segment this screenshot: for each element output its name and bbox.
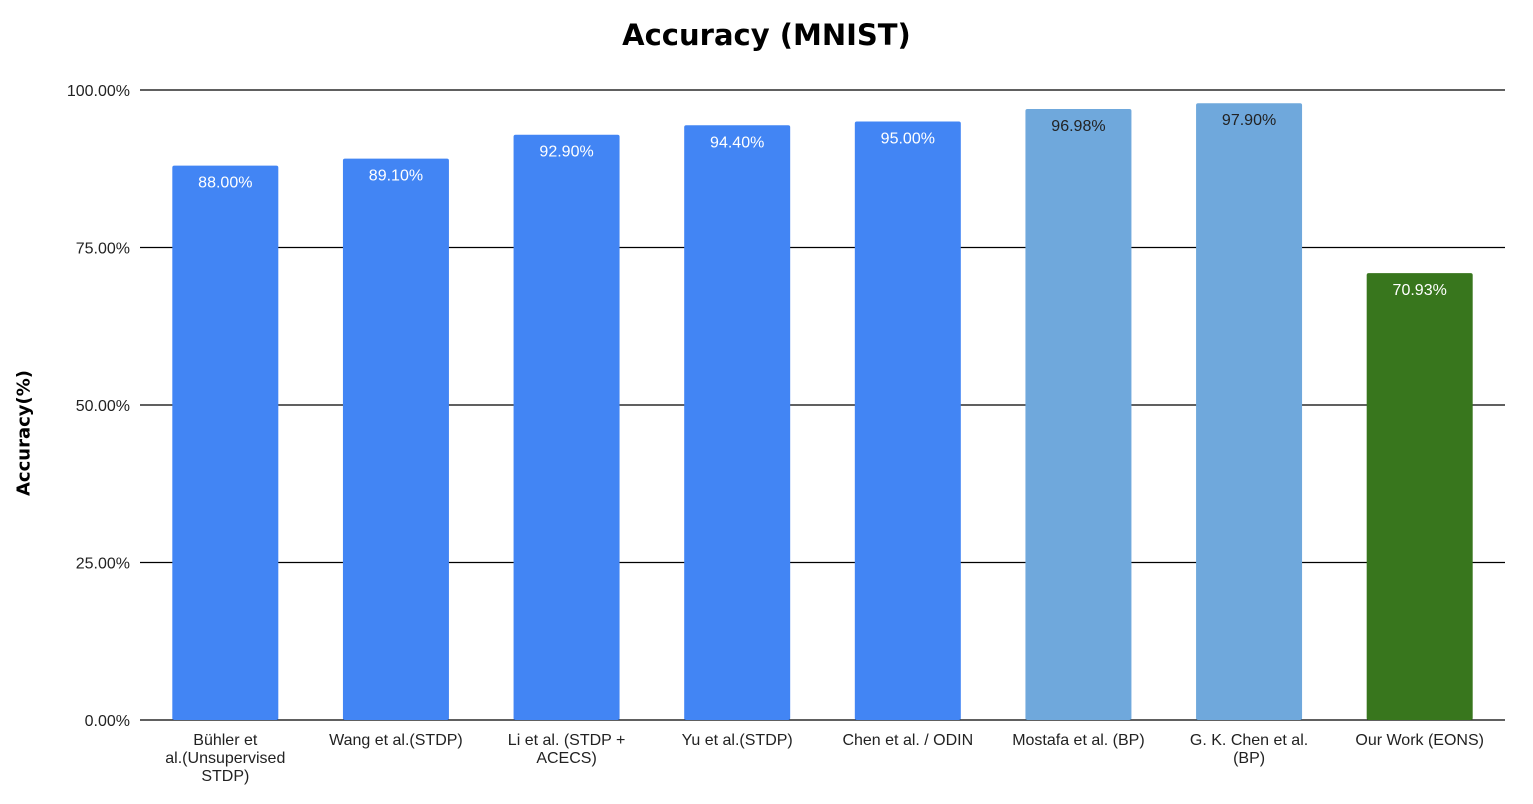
x-tick-label: Chen et al. / ODIN — [842, 732, 973, 749]
x-tick-label: ACECS) — [536, 750, 596, 767]
bar — [513, 134, 620, 721]
bar — [172, 165, 279, 721]
x-tick-label: STDP) — [201, 768, 249, 785]
bar — [1196, 103, 1303, 721]
data-label: 97.90% — [1222, 112, 1276, 129]
x-tick-label: al.(Unsupervised — [165, 750, 285, 767]
data-label: 92.90% — [539, 144, 593, 161]
y-tick-label: 0.00% — [85, 713, 130, 730]
bar — [854, 121, 961, 720]
y-tick-label: 100.00% — [67, 83, 130, 100]
x-tick-label: Li et al. (STDP + — [508, 732, 626, 749]
x-tick-label: Wang et al.(STDP) — [329, 732, 463, 749]
bar — [684, 125, 791, 720]
x-tick-label: Bühler et — [193, 732, 258, 749]
x-tick-label: (BP) — [1233, 750, 1265, 767]
y-tick-label: 50.00% — [76, 398, 130, 415]
data-label: 95.00% — [881, 131, 935, 148]
data-label: 89.10% — [369, 168, 423, 185]
data-label: 70.93% — [1393, 282, 1447, 299]
x-tick-label: Our Work (EONS) — [1355, 732, 1484, 749]
y-tick-label: 75.00% — [76, 241, 130, 258]
x-tick-label: G. K. Chen et al. — [1190, 732, 1308, 749]
chart-title: Accuracy (MNIST) — [622, 18, 911, 52]
data-label: 88.00% — [198, 175, 252, 192]
x-tick-label: Mostafa et al. (BP) — [1012, 732, 1145, 749]
x-tick-label: Yu et al.(STDP) — [682, 732, 793, 749]
bar — [342, 158, 449, 721]
bar — [1025, 109, 1132, 720]
data-label: 94.40% — [710, 134, 764, 151]
bar — [1366, 273, 1473, 720]
data-label: 96.98% — [1051, 118, 1105, 135]
y-tick-label: 25.00% — [76, 556, 130, 573]
